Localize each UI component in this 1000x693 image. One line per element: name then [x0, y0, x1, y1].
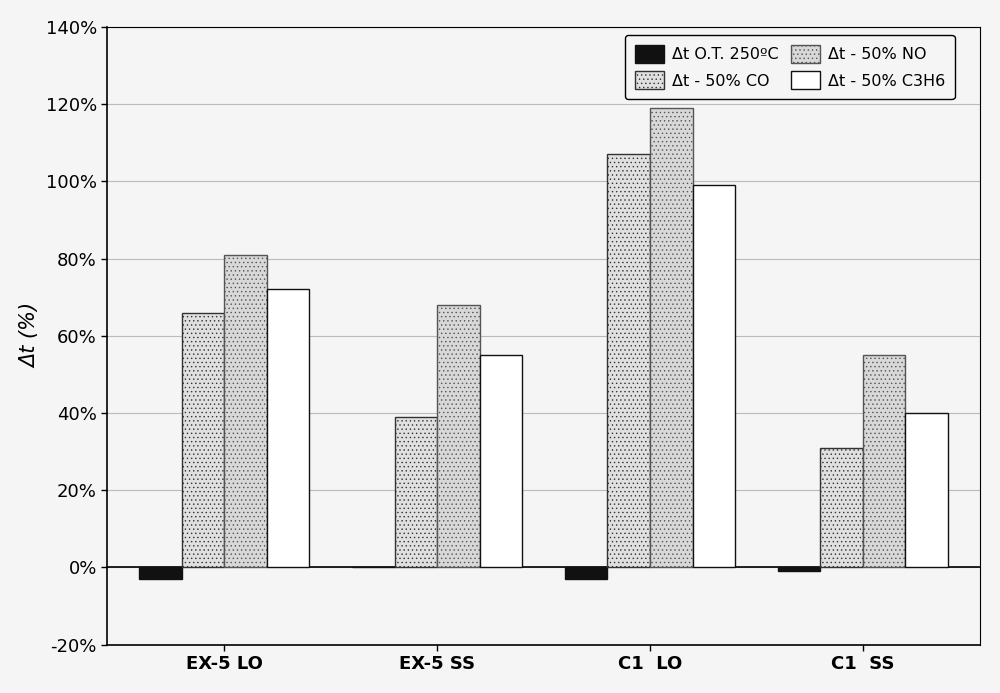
Bar [820, 448, 863, 568]
Bar [778, 568, 820, 571]
Bar [905, 413, 948, 568]
Bar [395, 417, 437, 568]
Bar [693, 185, 735, 568]
Y-axis label: Δt (%): Δt (%) [20, 304, 40, 369]
Bar [139, 568, 182, 579]
Bar [480, 355, 522, 568]
Bar [650, 108, 693, 568]
Bar [565, 568, 607, 579]
Bar [437, 305, 480, 568]
Bar [224, 255, 267, 568]
Bar [182, 313, 224, 568]
Legend: Δt O.T. 250ºC, Δt - 50% CO, Δt - 50% NO, Δt - 50% C3H6: Δt O.T. 250ºC, Δt - 50% CO, Δt - 50% NO,… [625, 35, 955, 99]
Bar [607, 155, 650, 568]
Bar [863, 355, 905, 568]
Bar [267, 290, 309, 568]
